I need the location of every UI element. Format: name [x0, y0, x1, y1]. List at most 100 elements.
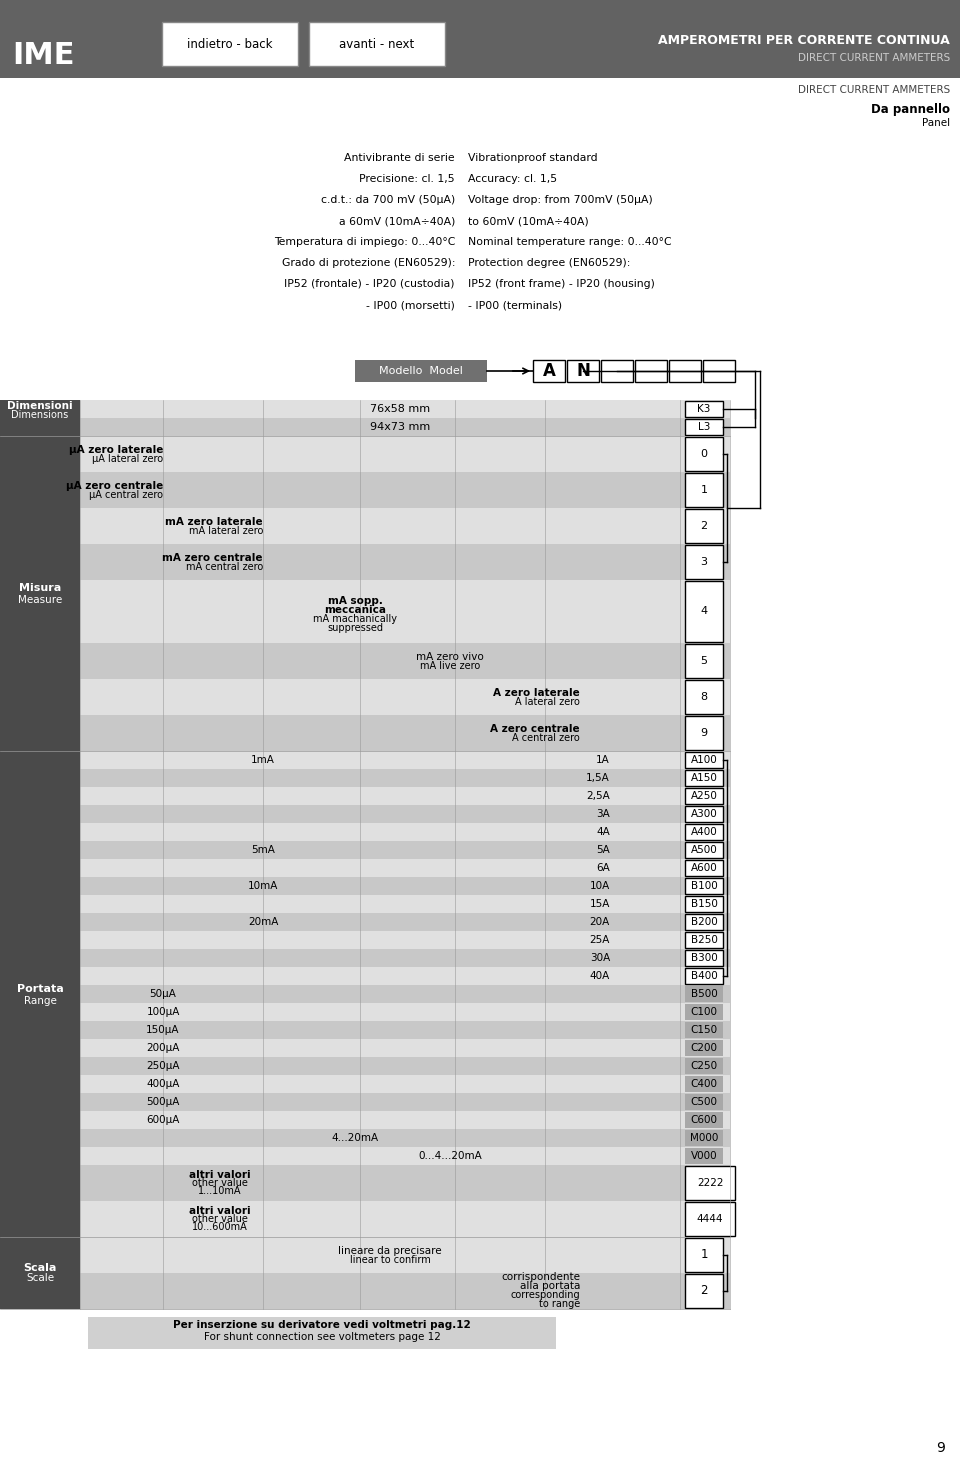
Text: A250: A250 — [690, 791, 717, 801]
Text: A600: A600 — [690, 863, 717, 873]
Bar — [685, 933, 723, 947]
Bar — [0, 1237, 80, 1310]
Bar — [80, 1273, 730, 1310]
Bar — [0, 401, 80, 436]
Text: C400: C400 — [690, 1079, 717, 1089]
Bar — [0, 0, 960, 78]
Text: 4...20mA: 4...20mA — [331, 1134, 378, 1142]
Text: A central zero: A central zero — [513, 733, 580, 743]
Bar — [80, 1075, 730, 1094]
Text: C250: C250 — [690, 1061, 717, 1072]
Bar — [80, 841, 730, 859]
Text: 2: 2 — [700, 1284, 708, 1298]
Bar — [80, 967, 730, 984]
Bar — [80, 1057, 730, 1075]
Text: 10A: 10A — [589, 881, 610, 891]
Text: µA zero laterale: µA zero laterale — [68, 445, 163, 455]
Text: Modello  Model: Modello Model — [379, 367, 463, 375]
Bar — [685, 644, 723, 678]
Text: IP52 (frontale) - IP20 (custodia): IP52 (frontale) - IP20 (custodia) — [284, 279, 455, 290]
Text: mA machanically: mA machanically — [313, 613, 397, 624]
Text: 6A: 6A — [596, 863, 610, 873]
Bar — [685, 1202, 735, 1236]
Text: mA live zero: mA live zero — [420, 661, 480, 671]
Text: C600: C600 — [690, 1114, 717, 1125]
Text: DIRECT CURRENT AMMETERS: DIRECT CURRENT AMMETERS — [798, 86, 950, 95]
Text: 30A: 30A — [589, 953, 610, 964]
Bar — [685, 680, 723, 714]
Bar — [685, 1274, 723, 1308]
Bar — [685, 913, 723, 930]
Text: A zero centrale: A zero centrale — [491, 724, 580, 735]
Bar — [601, 361, 633, 381]
Text: 4A: 4A — [596, 828, 610, 837]
Bar — [685, 715, 723, 749]
Bar — [80, 931, 730, 949]
Text: Per inserzione su derivatore vedi voltmetri pag.12: Per inserzione su derivatore vedi voltme… — [173, 1320, 470, 1330]
Bar — [80, 643, 730, 678]
Bar — [685, 437, 723, 471]
Bar — [80, 508, 730, 544]
Bar — [355, 361, 487, 381]
Text: corrispondente: corrispondente — [501, 1273, 580, 1281]
Text: V000: V000 — [690, 1151, 717, 1162]
Text: 9: 9 — [701, 729, 708, 738]
Bar — [635, 361, 667, 381]
Text: A150: A150 — [690, 773, 717, 783]
Text: N: N — [576, 362, 590, 380]
Bar — [685, 878, 723, 894]
Text: 1: 1 — [700, 1249, 708, 1262]
Text: A300: A300 — [690, 808, 717, 819]
Text: Accuracy: cl. 1,5: Accuracy: cl. 1,5 — [468, 174, 557, 183]
Bar — [685, 752, 723, 769]
Text: Temperatura di impiego: 0...40°C: Temperatura di impiego: 0...40°C — [274, 236, 455, 247]
Text: 9: 9 — [936, 1441, 945, 1454]
Text: C200: C200 — [690, 1043, 717, 1052]
Text: Scale: Scale — [26, 1273, 54, 1283]
Bar — [80, 769, 730, 786]
Bar — [685, 1021, 723, 1038]
Text: µA lateral zero: µA lateral zero — [92, 454, 163, 464]
Bar — [80, 949, 730, 967]
Text: L3: L3 — [698, 423, 710, 432]
Bar — [685, 1239, 723, 1273]
Text: 200µA: 200µA — [146, 1043, 180, 1052]
Text: A: A — [542, 362, 556, 380]
Bar — [685, 788, 723, 804]
Text: 1A: 1A — [596, 755, 610, 766]
Text: 20A: 20A — [589, 916, 610, 927]
Text: 40A: 40A — [589, 971, 610, 981]
Bar — [80, 418, 730, 436]
Bar — [80, 1004, 730, 1021]
Bar — [80, 786, 730, 806]
Text: 0...4...20mA: 0...4...20mA — [419, 1151, 482, 1162]
Text: For shunt connection see voltmeters page 12: For shunt connection see voltmeters page… — [204, 1332, 441, 1342]
Bar — [0, 751, 80, 1237]
Bar — [685, 473, 723, 507]
Text: µA central zero: µA central zero — [89, 491, 163, 500]
Text: suppressed: suppressed — [327, 624, 383, 633]
Text: c.d.t.: da 700 mV (50μA): c.d.t.: da 700 mV (50μA) — [321, 195, 455, 205]
Text: A400: A400 — [690, 828, 717, 837]
Text: 76x58 mm: 76x58 mm — [370, 403, 430, 414]
Bar — [80, 1129, 730, 1147]
Text: B300: B300 — [690, 953, 717, 964]
Text: 5mA: 5mA — [252, 845, 275, 854]
Text: B200: B200 — [690, 916, 717, 927]
Text: Misura: Misura — [19, 582, 61, 593]
Text: Panel: Panel — [922, 118, 950, 129]
Text: 500µA: 500µA — [146, 1097, 180, 1107]
Bar — [567, 361, 599, 381]
Text: Portata: Portata — [16, 984, 63, 995]
Text: alla portata: alla portata — [519, 1281, 580, 1290]
Text: 4444: 4444 — [697, 1213, 723, 1224]
Text: B250: B250 — [690, 936, 717, 944]
Bar — [80, 823, 730, 841]
Bar — [685, 950, 723, 967]
Bar — [669, 361, 701, 381]
Text: other value: other value — [192, 1213, 248, 1224]
Bar — [685, 825, 723, 840]
Text: C500: C500 — [690, 1097, 717, 1107]
Text: A zero laterale: A zero laterale — [493, 687, 580, 698]
Text: other value: other value — [192, 1178, 248, 1188]
